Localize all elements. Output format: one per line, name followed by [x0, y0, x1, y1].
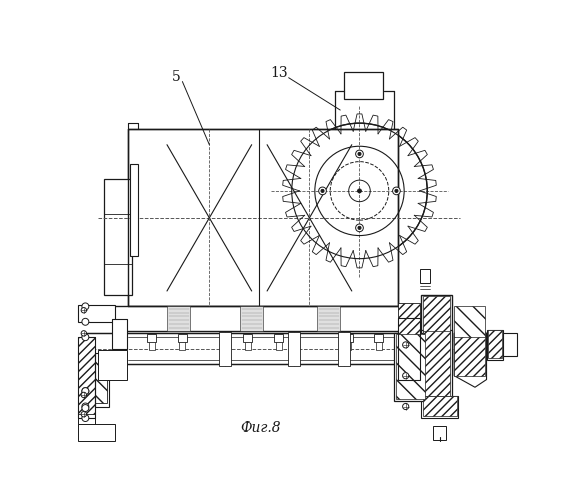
Circle shape: [82, 414, 89, 422]
Circle shape: [395, 190, 398, 192]
Text: Фиг.8: Фиг.8: [240, 421, 281, 435]
Circle shape: [82, 404, 89, 411]
Circle shape: [358, 152, 361, 156]
Bar: [398, 302, 419, 345]
Bar: [178, 334, 187, 342]
Bar: [219, 332, 231, 366]
Bar: [78, 409, 95, 426]
Bar: [243, 334, 253, 342]
Bar: [112, 320, 127, 349]
Circle shape: [402, 372, 409, 379]
Bar: [345, 342, 351, 349]
Bar: [488, 330, 502, 358]
Circle shape: [82, 318, 89, 326]
Circle shape: [402, 404, 409, 409]
Circle shape: [82, 388, 89, 394]
Bar: [78, 337, 95, 418]
Bar: [338, 332, 350, 366]
Bar: [419, 270, 431, 283]
Bar: [180, 342, 185, 349]
Circle shape: [81, 308, 87, 313]
Bar: [82, 334, 452, 364]
Bar: [454, 306, 485, 337]
Polygon shape: [454, 322, 487, 387]
Circle shape: [356, 224, 363, 232]
Circle shape: [357, 189, 362, 193]
Bar: [421, 295, 452, 341]
Bar: [147, 334, 156, 342]
Bar: [240, 306, 263, 331]
Bar: [98, 350, 127, 380]
Circle shape: [82, 388, 89, 394]
Bar: [149, 342, 154, 349]
Bar: [274, 334, 283, 342]
Bar: [245, 342, 251, 349]
Circle shape: [81, 412, 87, 417]
Bar: [454, 334, 485, 376]
Circle shape: [358, 226, 361, 230]
Circle shape: [402, 342, 409, 348]
Bar: [422, 396, 456, 415]
Bar: [317, 306, 340, 331]
Bar: [95, 352, 107, 403]
Bar: [374, 334, 383, 342]
Circle shape: [356, 150, 363, 158]
Circle shape: [82, 303, 89, 310]
Bar: [504, 334, 517, 356]
Bar: [402, 342, 409, 349]
Bar: [394, 334, 426, 401]
Bar: [167, 306, 190, 331]
Bar: [401, 334, 410, 342]
Bar: [129, 130, 398, 306]
Bar: [112, 320, 127, 349]
Bar: [78, 305, 115, 322]
Bar: [433, 426, 446, 440]
Bar: [422, 296, 450, 339]
Bar: [398, 318, 419, 380]
Bar: [343, 334, 353, 342]
Text: 5: 5: [172, 70, 181, 84]
Circle shape: [393, 187, 400, 195]
Bar: [398, 337, 419, 380]
Bar: [421, 396, 458, 418]
Bar: [422, 331, 450, 396]
Bar: [276, 342, 282, 349]
Bar: [113, 306, 436, 331]
Circle shape: [319, 187, 326, 195]
Bar: [104, 180, 132, 295]
Bar: [344, 72, 383, 99]
Bar: [78, 424, 115, 441]
Circle shape: [81, 392, 87, 398]
Bar: [130, 164, 137, 256]
Bar: [376, 342, 382, 349]
Bar: [487, 330, 504, 360]
Circle shape: [82, 334, 89, 340]
Bar: [395, 334, 425, 399]
Bar: [95, 352, 109, 406]
Bar: [288, 332, 300, 366]
Circle shape: [292, 123, 427, 258]
Bar: [421, 330, 452, 399]
Circle shape: [82, 403, 89, 410]
Text: 13: 13: [270, 66, 287, 80]
Circle shape: [321, 190, 324, 192]
Bar: [78, 337, 95, 414]
Circle shape: [81, 330, 87, 336]
